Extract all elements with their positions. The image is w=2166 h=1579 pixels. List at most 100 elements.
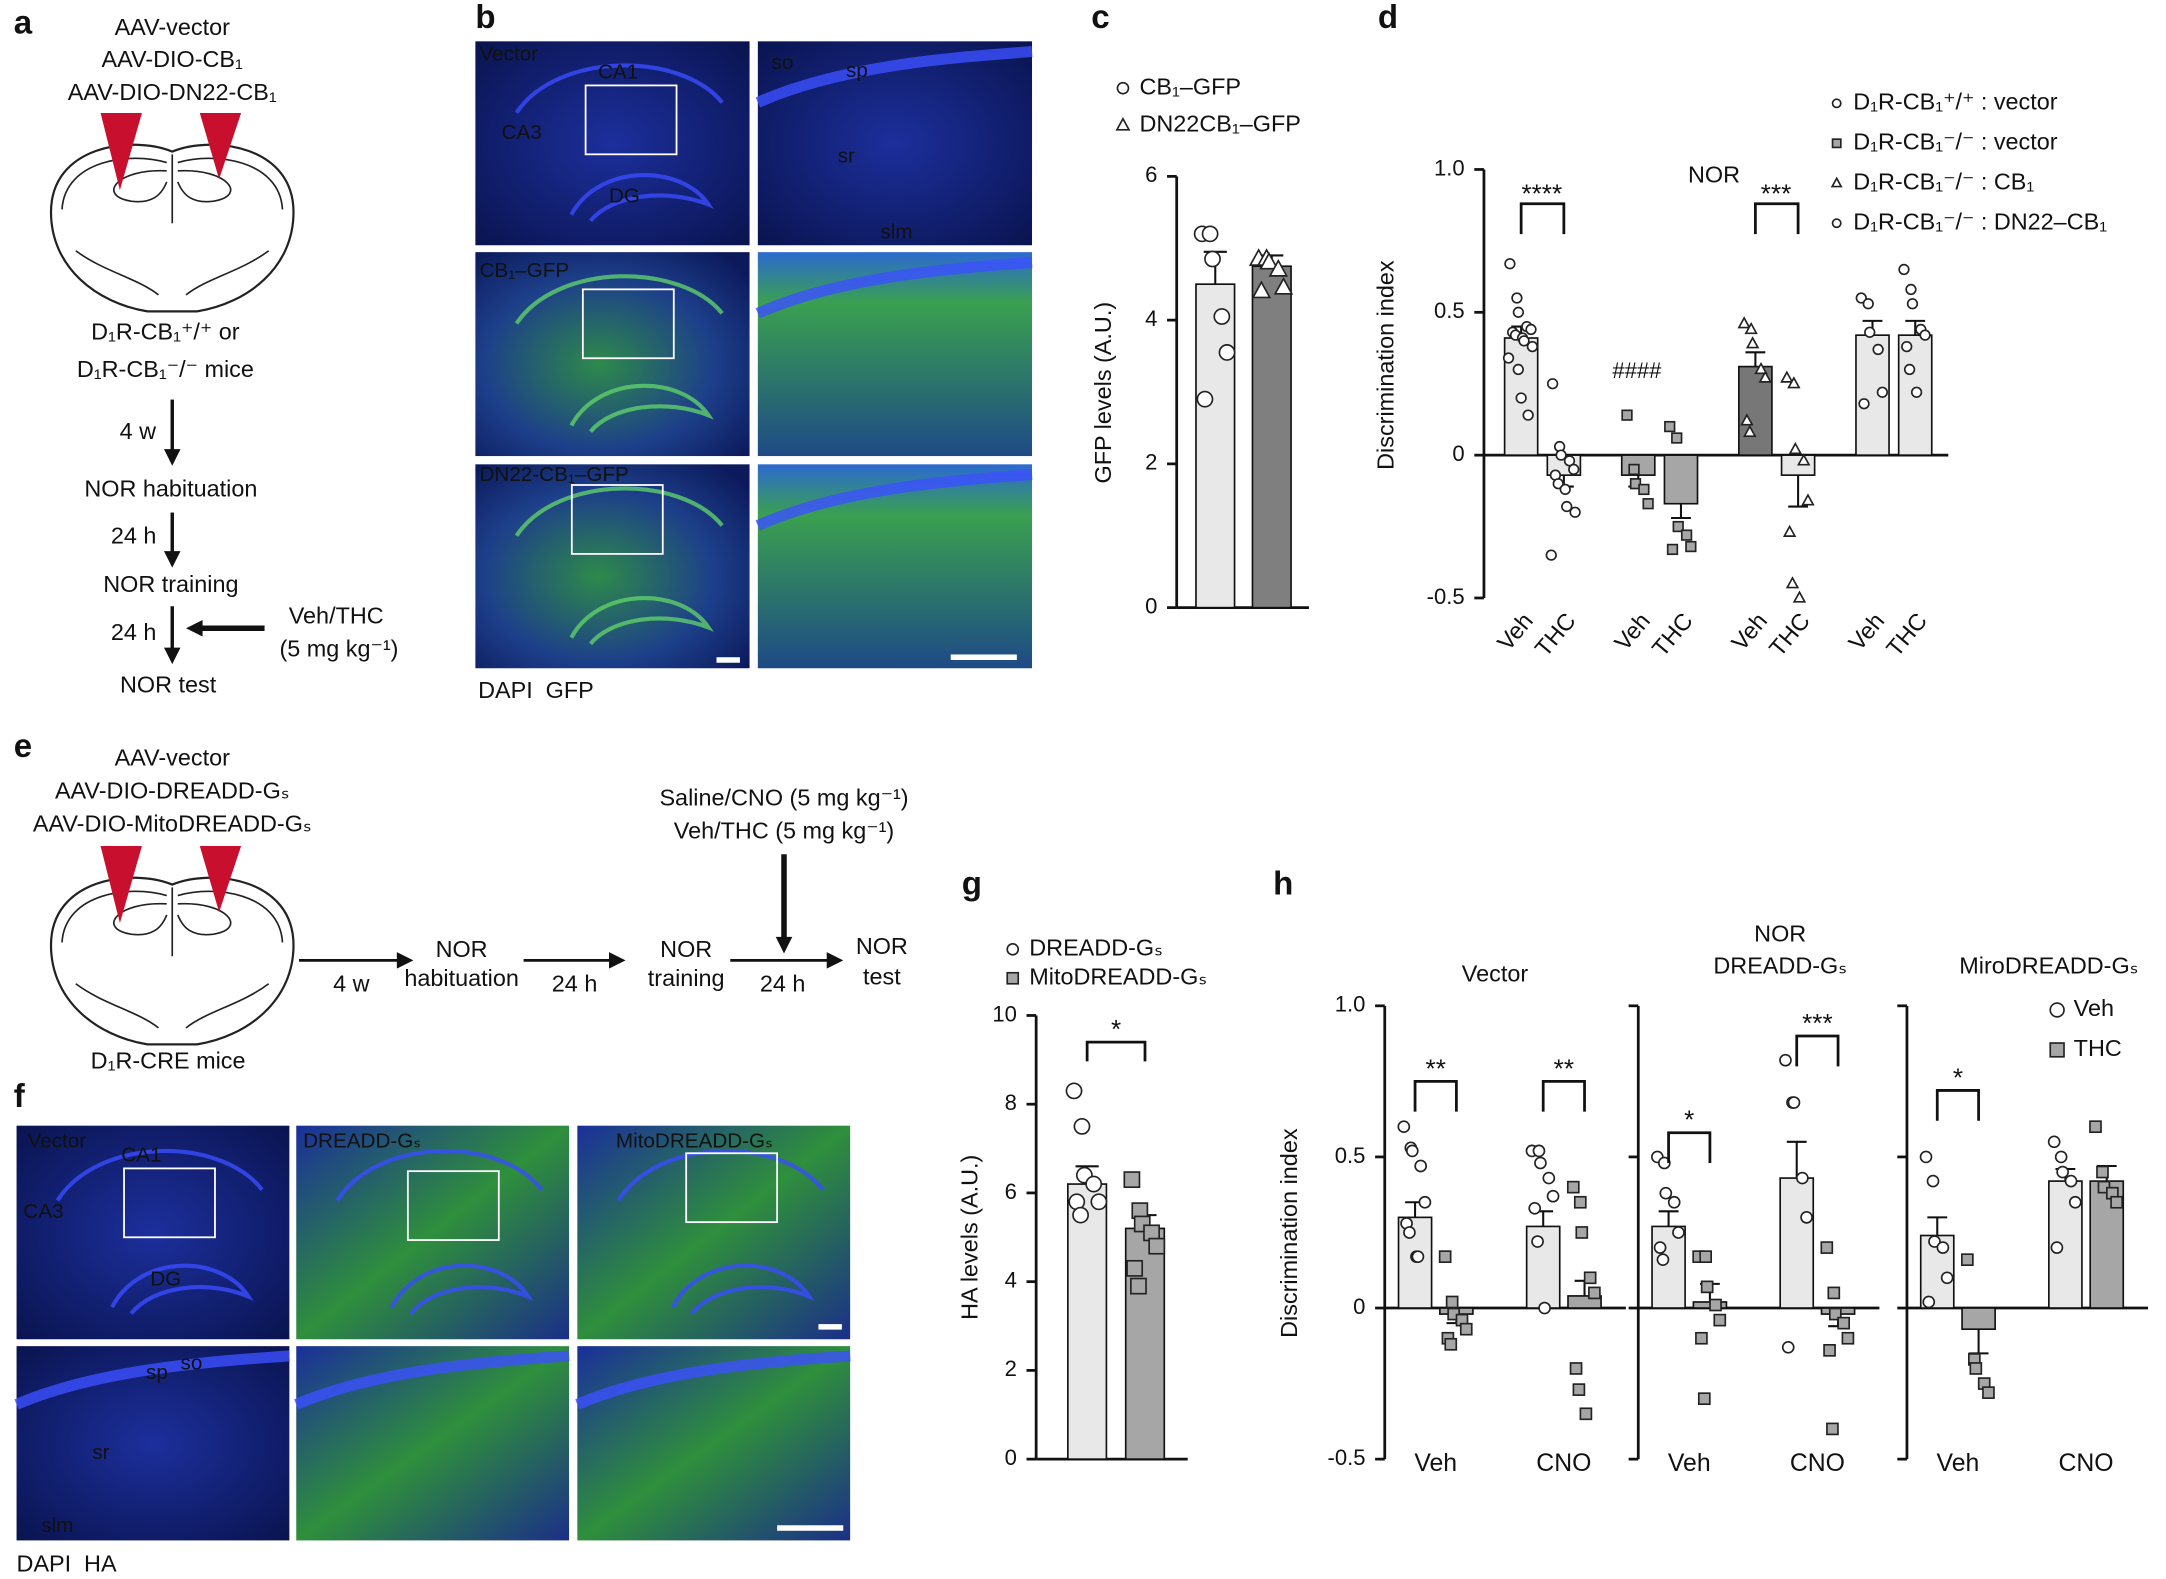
data-point (1827, 1286, 1841, 1300)
data-point (1826, 1422, 1839, 1436)
y-tick-label: -0.5 (1427, 584, 1465, 609)
y-axis-label: GFP levels (A.U.) (1090, 302, 1116, 484)
data-point (1713, 1313, 1727, 1327)
data-point (1780, 370, 1794, 383)
image-label: sr (92, 1441, 109, 1464)
x-tick-label: Veh (1668, 1450, 1711, 1477)
data-point (1572, 1383, 1586, 1396)
data-point (1898, 263, 1910, 276)
data-point (1569, 506, 1581, 518)
image-label: slm (41, 1514, 73, 1537)
data-point (1982, 1386, 1995, 1399)
data-point (1910, 386, 1923, 398)
y-axis-label: HA levels (A.U.) (957, 1155, 983, 1320)
data-point (1438, 1250, 1452, 1263)
data-point (1800, 1211, 1813, 1224)
data-point (1919, 329, 1931, 341)
micrograph (757, 252, 1033, 457)
legend-marker (2049, 1002, 2065, 1018)
image-label: CA3 (502, 121, 542, 144)
significance-bracket (1667, 1131, 1712, 1164)
data-point (1073, 1117, 1091, 1135)
step: NOR habituation (84, 476, 257, 502)
image-label: sp (846, 59, 868, 82)
interval: 4 w (333, 970, 370, 996)
interval: 24 h (111, 523, 157, 549)
micrograph (16, 1125, 290, 1340)
image-label: sr (838, 145, 855, 168)
y-tick-label: 4 (1145, 306, 1157, 331)
data-point (1787, 1096, 1801, 1109)
data-point (1837, 1316, 1851, 1330)
data-point (1629, 478, 1642, 490)
micrograph (16, 1346, 290, 1541)
y-tick-label: 0 (1145, 593, 1157, 618)
arrow-head (609, 952, 626, 969)
data-point (1090, 1193, 1108, 1211)
data-point (2089, 1120, 2102, 1134)
image-label: DG (150, 1267, 181, 1290)
x-tick-label: Veh (1843, 608, 1889, 656)
data-point (1213, 308, 1231, 325)
data-point (1204, 250, 1221, 268)
injection (100, 845, 142, 924)
data-point (1218, 344, 1236, 361)
legend-marker (1115, 117, 1131, 131)
legend-marker (1831, 218, 1842, 229)
brain-inner (61, 887, 284, 1029)
x-tick-label: Veh (1937, 1450, 1980, 1477)
image-label: DREADD-Gₛ (303, 1130, 421, 1153)
brain-outline (49, 876, 295, 1046)
zoom-box (406, 1170, 500, 1241)
cell-layer (575, 1350, 851, 1410)
data-point (1876, 386, 1889, 398)
scale-bar (777, 1525, 844, 1531)
data-point (1667, 1195, 1681, 1209)
data-point (1862, 298, 1874, 310)
interval: 24 h (111, 619, 157, 645)
step: NOR training (103, 571, 238, 597)
scale-bar (716, 657, 740, 663)
image-label: CA3 (23, 1200, 63, 1223)
data-point (1201, 225, 1219, 243)
chart-title: NOR (1688, 162, 1740, 188)
data-point (1575, 1226, 1589, 1239)
y-axis-label: Discrimination index (1276, 1128, 1302, 1338)
annotation: * (1111, 1014, 1121, 1044)
chart-title: Vector (1462, 961, 1529, 987)
y-tick-label: 6 (1005, 1179, 1017, 1204)
arrow-head (163, 647, 181, 665)
data-point (1552, 478, 1564, 490)
data-point (1504, 258, 1516, 270)
data-point (1273, 276, 1294, 295)
cell-layer (514, 63, 724, 223)
scale-bar (818, 1324, 842, 1330)
significance-bracket (1541, 1079, 1586, 1112)
data-point (1653, 1241, 1667, 1254)
data-point (2110, 1195, 2123, 1209)
arrow-head (775, 936, 793, 954)
legend-label: Veh (2074, 995, 2114, 1021)
data-point (1796, 1171, 1809, 1185)
annotation: *** (1761, 178, 1792, 208)
treatment: (5 mg kg⁻¹) (279, 636, 398, 662)
data-point (1903, 363, 1916, 376)
data-point (1512, 363, 1524, 376)
legend-marker (1830, 176, 1843, 188)
micrograph (296, 1346, 570, 1541)
cell-layer (514, 274, 724, 433)
data-point (1743, 424, 1757, 437)
data-point (1801, 493, 1815, 506)
micrograph (577, 1125, 851, 1340)
data-point (1680, 529, 1693, 541)
data-point (1583, 1271, 1597, 1285)
data-point (1823, 1343, 1836, 1357)
data-point (2064, 1174, 2078, 1188)
data-point (1820, 1241, 1834, 1254)
data-point (1542, 1171, 1556, 1185)
data-point (1864, 326, 1876, 338)
legend-label: DN22CB₁–GFP (1139, 111, 1300, 137)
stain-label: DAPI (17, 1550, 72, 1576)
scale-bar (950, 654, 1017, 660)
